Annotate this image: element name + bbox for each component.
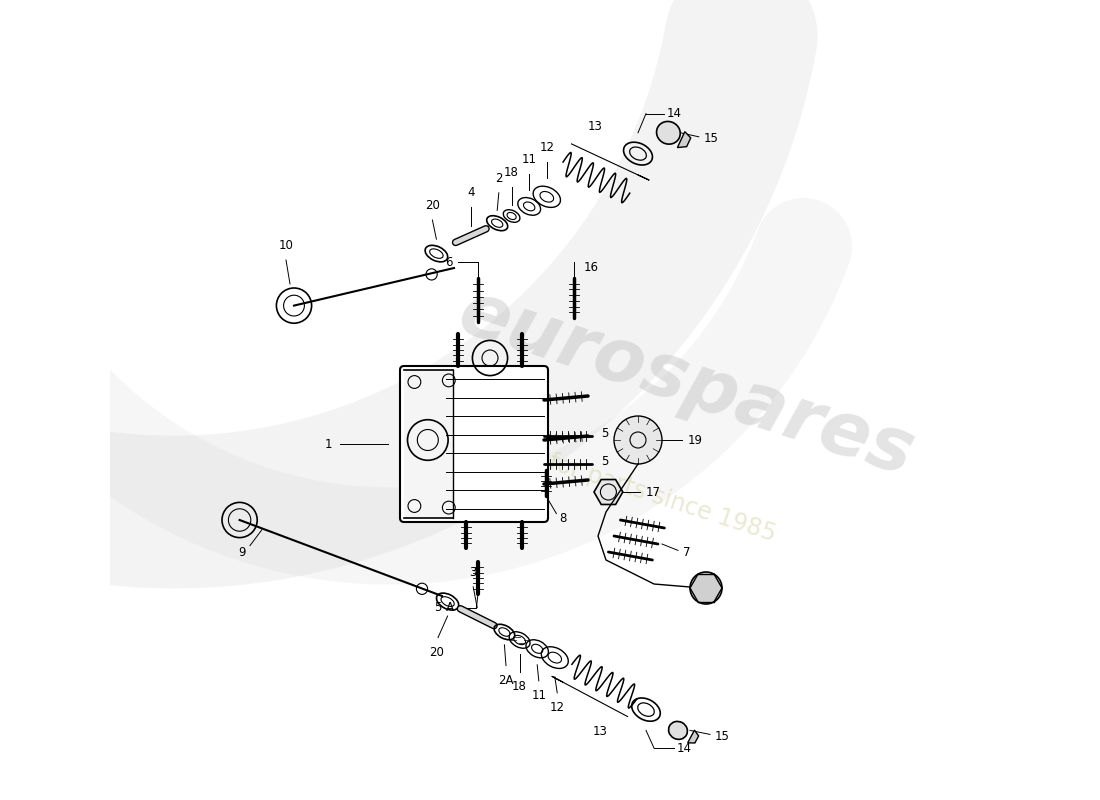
Text: 12: 12 [539,141,554,154]
Text: eurospares: eurospares [449,276,923,492]
FancyBboxPatch shape [400,366,548,522]
Text: 11: 11 [531,689,547,702]
Text: 5 A: 5 A [434,601,454,614]
Text: 18: 18 [513,680,527,693]
Text: 13: 13 [587,120,602,133]
Text: 13: 13 [593,725,608,738]
Text: 2A: 2A [498,674,514,686]
Ellipse shape [669,722,688,739]
Text: 17: 17 [646,486,660,498]
Text: 10: 10 [278,239,294,252]
Text: 7: 7 [683,546,691,558]
Text: 16: 16 [584,261,598,274]
Text: 15: 15 [715,730,729,742]
Text: 12: 12 [550,701,564,714]
Circle shape [690,572,722,604]
Text: 18: 18 [504,166,519,179]
Ellipse shape [657,122,680,144]
Polygon shape [594,479,623,505]
Text: 14: 14 [676,742,692,754]
Bar [404,370,453,518]
Text: 5: 5 [602,455,609,468]
Text: a passion for parts since 1985: a passion for parts since 1985 [432,414,780,546]
Text: 11: 11 [521,154,537,166]
Text: 6: 6 [444,255,452,269]
Text: 20: 20 [429,646,443,658]
Text: 1: 1 [324,438,332,450]
Text: 15: 15 [704,132,718,145]
Text: 5: 5 [602,427,609,440]
Text: 9: 9 [239,546,246,558]
Text: 8: 8 [560,512,566,525]
Polygon shape [678,132,691,147]
Text: 2: 2 [495,172,503,185]
Text: 3: 3 [470,566,477,579]
Circle shape [614,416,662,464]
Text: 20: 20 [425,199,440,212]
Text: 14: 14 [667,107,682,120]
Polygon shape [688,730,698,743]
Text: 4: 4 [468,186,474,198]
Text: 19: 19 [688,434,703,446]
